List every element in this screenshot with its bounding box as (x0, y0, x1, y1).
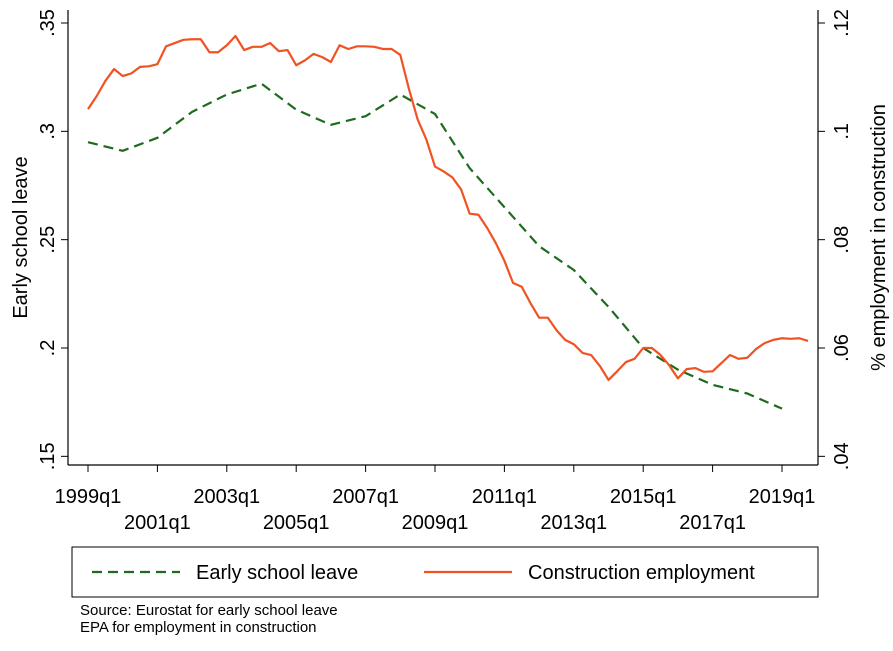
y2-tick-label: .12 (831, 9, 853, 37)
x-tick-label: 2017q1 (679, 512, 746, 534)
legend-label: Early school leave (196, 562, 358, 584)
y-tick-label: .25 (37, 226, 59, 254)
series-line (87, 82, 783, 410)
x-tick-label: 2009q1 (402, 512, 469, 534)
source-note: Source: Eurostat for early school leave (80, 602, 338, 619)
y-tick-label: .3 (37, 123, 59, 140)
legend-box (71, 546, 819, 598)
y-axis-title: Early school leave (10, 156, 32, 318)
x-tick-label: 2005q1 (263, 512, 330, 534)
y-tick-label: .35 (37, 9, 59, 37)
series-line (87, 34, 809, 382)
legend-label: Construction employment (528, 562, 755, 584)
x-tick-label: 1999q1 (55, 486, 122, 508)
y2-tick-label: .1 (831, 123, 853, 140)
x-tick-label: 2001q1 (124, 512, 191, 534)
y-tick-label: .2 (37, 340, 59, 357)
y2-tick-label: .08 (831, 226, 853, 254)
y2-tick-label: .06 (831, 334, 853, 362)
y-tick-label: .15 (37, 442, 59, 470)
x-tick-label: 2011q1 (472, 486, 537, 508)
x-tick-label: 2003q1 (193, 486, 260, 508)
source-note: EPA for employment in construction (80, 619, 317, 636)
x-tick-label: 2013q1 (540, 512, 607, 534)
x-tick-label: 2019q1 (749, 486, 816, 508)
y2-tick-label: .04 (831, 442, 853, 470)
y2-axis-title: % employment in construction (868, 104, 890, 371)
x-tick-label: 2015q1 (610, 486, 677, 508)
x-tick-label: 2007q1 (332, 486, 399, 508)
